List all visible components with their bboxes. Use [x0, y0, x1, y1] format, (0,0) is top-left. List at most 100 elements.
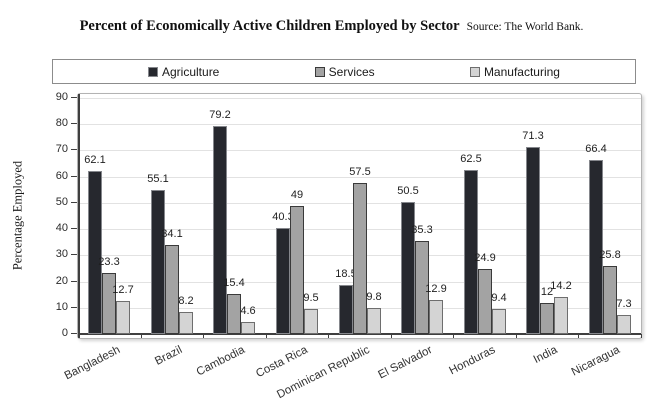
bar-agriculture: [151, 190, 165, 334]
category-label: Honduras: [447, 344, 498, 378]
legend: Agriculture Services Manufacturing: [52, 59, 636, 84]
legend-item: Agriculture: [148, 65, 219, 79]
category-label: Brazil: [153, 344, 185, 368]
y-axis-title: Percentage Employed: [10, 160, 25, 271]
bar-value-label: 24.9: [474, 252, 496, 264]
title-row: Percent of Economically Active Children …: [0, 17, 663, 35]
legend-item: Services: [314, 65, 375, 79]
bar-value-label: 34.1: [161, 228, 183, 240]
legend-swatch-agriculture: [148, 66, 158, 77]
bar-value-label: 9.5: [303, 292, 319, 304]
bar-agriculture: [589, 160, 603, 334]
bar-services: [102, 273, 116, 334]
y-axis-tick: [71, 201, 77, 203]
bar-manufacturing: [116, 301, 130, 334]
bar-services: [227, 294, 241, 334]
bar-manufacturing: [179, 312, 193, 334]
bar-value-label: 71.3: [522, 130, 544, 142]
bar-manufacturing: [241, 322, 255, 334]
bar-value-label: 9.8: [366, 291, 382, 303]
bar-value-label: 40.3: [272, 211, 294, 223]
x-axis-tick: [141, 334, 142, 338]
y-tick-label: 90: [55, 91, 68, 103]
y-axis-tick: [71, 333, 77, 334]
bar-services: [603, 266, 617, 334]
bar-agriculture: [213, 126, 227, 334]
bar-manufacturing: [367, 308, 381, 334]
y-tick-label: 70: [55, 143, 68, 156]
bar-value-label: 23.3: [98, 256, 120, 268]
gridline: [78, 150, 641, 152]
bar-value-label: 15.4: [223, 277, 245, 289]
y-axis-tick: [71, 306, 77, 308]
bar-value-label: 12.7: [112, 284, 134, 296]
bar-value-label: 35.3: [411, 224, 433, 236]
bar-value-label: 18.5: [335, 268, 357, 280]
bar-value-label: 55.1: [147, 173, 169, 185]
chart-title: Percent of Economically Active Children …: [79, 18, 460, 34]
y-axis-tick: [71, 254, 77, 256]
bar-value-label: 57.5: [349, 166, 371, 178]
bar-manufacturing: [429, 300, 443, 334]
x-axis-tick: [203, 334, 204, 338]
category-label: Costa Rica: [253, 344, 310, 381]
y-tick-label: 20: [55, 274, 68, 287]
y-tick-label: 30: [55, 248, 68, 261]
bar-value-label: 79.2: [209, 109, 231, 121]
chart-source: Source: The World Bank.: [466, 21, 584, 33]
y-axis-tick: [71, 228, 77, 230]
y-tick-label: 50: [55, 195, 68, 208]
x-axis-tick: [453, 334, 454, 338]
bar-value-label: 62.1: [84, 154, 106, 166]
y-axis-tick: [71, 175, 77, 177]
y-axis-line: [78, 94, 80, 338]
x-axis-line: [78, 333, 641, 335]
bar-agriculture: [464, 170, 478, 334]
plot-area: 62.1 23.3 12.7 55.1 34.1 8.2 79.2 15.4 4.6 40.3 49…: [77, 93, 642, 339]
y-tick-label: 60: [55, 169, 68, 182]
category-label: India: [531, 344, 560, 367]
bar-agriculture: [339, 285, 353, 334]
bar-value-label: 50.5: [397, 185, 419, 197]
bar-manufacturing: [617, 315, 631, 334]
y-axis-tick: [71, 97, 77, 98]
bar-value-label: 14.2: [550, 280, 572, 292]
y-axis-tick: [71, 123, 77, 125]
y-tick-label: 0: [61, 327, 68, 339]
bar-value-label: 62.5: [460, 153, 482, 165]
bar-services: [165, 245, 179, 334]
bar-manufacturing: [492, 309, 506, 334]
bar-services: [540, 303, 554, 334]
legend-swatch-services: [314, 66, 325, 77]
gridline: [78, 98, 641, 99]
legend-label: Agriculture: [162, 64, 220, 79]
x-axis-tick: [516, 334, 517, 338]
bar-value-label: 9.4: [491, 292, 507, 304]
y-tick-label: 80: [55, 117, 68, 130]
bar-manufacturing: [304, 309, 318, 334]
y-axis-tick: [71, 280, 77, 282]
x-axis-tick: [328, 334, 329, 338]
x-axis-tick: [391, 334, 392, 338]
x-axis-tick: [266, 334, 267, 338]
bar-services: [478, 269, 492, 334]
category-label: Bangladesh: [62, 344, 122, 383]
bar-agriculture: [401, 202, 415, 334]
bar-agriculture: [88, 171, 102, 334]
bar-value-label: 12: [540, 286, 554, 298]
category-label: Nicaragua: [570, 344, 623, 379]
category-label: El Salvador: [376, 344, 435, 382]
bar-agriculture: [526, 147, 540, 334]
bar-value-label: 12.9: [425, 283, 447, 295]
gridline: [78, 176, 641, 178]
x-axis-tick: [641, 334, 642, 338]
bar-services: [353, 183, 367, 334]
bar-manufacturing: [554, 297, 568, 334]
gridline: [78, 124, 641, 126]
y-tick-label: 40: [55, 222, 68, 235]
x-axis-tick: [78, 334, 79, 338]
bar-value-label: 66.4: [585, 143, 607, 155]
bar-value-label: 25.8: [599, 249, 621, 261]
bar-value-label: 49: [290, 189, 304, 201]
